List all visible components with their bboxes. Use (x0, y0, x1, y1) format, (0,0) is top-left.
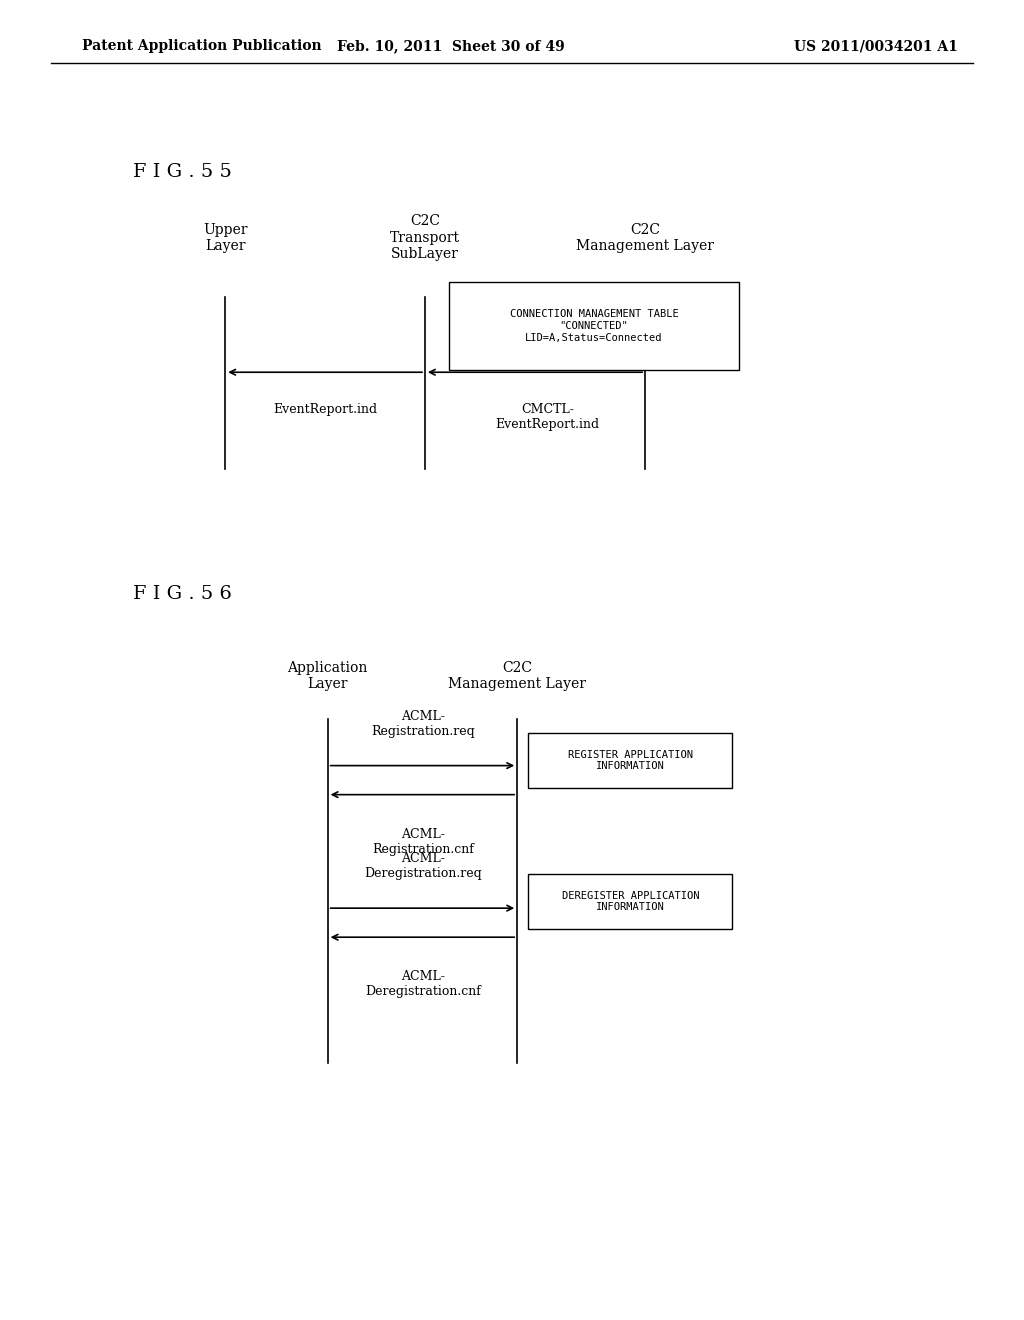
Text: F I G . 5 5: F I G . 5 5 (133, 162, 232, 181)
Text: ACML-
Deregistration.req: ACML- Deregistration.req (365, 853, 481, 880)
FancyBboxPatch shape (449, 282, 739, 370)
FancyBboxPatch shape (528, 874, 732, 929)
Text: Application
Layer: Application Layer (288, 661, 368, 690)
Text: C2C
Management Layer: C2C Management Layer (577, 223, 714, 252)
Text: C2C
Transport
SubLayer: C2C Transport SubLayer (390, 214, 460, 261)
Text: REGISTER APPLICATION
INFORMATION: REGISTER APPLICATION INFORMATION (567, 750, 693, 771)
Text: US 2011/0034201 A1: US 2011/0034201 A1 (794, 40, 957, 53)
Text: C2C
Management Layer: C2C Management Layer (449, 661, 586, 690)
Text: Patent Application Publication: Patent Application Publication (82, 40, 322, 53)
Text: Upper
Layer: Upper Layer (203, 223, 248, 252)
Text: ACML-
Deregistration.cnf: ACML- Deregistration.cnf (365, 970, 481, 998)
Text: CONNECTION MANAGEMENT TABLE
"CONNECTED"
LID=A,Status=Connected: CONNECTION MANAGEMENT TABLE "CONNECTED" … (510, 309, 678, 343)
Text: EventReport.ind: EventReport.ind (273, 403, 378, 416)
Text: ACML-
Registration.cnf: ACML- Registration.cnf (372, 828, 474, 855)
Text: DEREGISTER APPLICATION
INFORMATION: DEREGISTER APPLICATION INFORMATION (561, 891, 699, 912)
Text: F I G . 5 6: F I G . 5 6 (133, 585, 232, 603)
Text: Feb. 10, 2011  Sheet 30 of 49: Feb. 10, 2011 Sheet 30 of 49 (337, 40, 564, 53)
Text: CMCTL-
EventReport.ind: CMCTL- EventReport.ind (496, 403, 600, 430)
FancyBboxPatch shape (528, 733, 732, 788)
Text: ACML-
Registration.req: ACML- Registration.req (371, 710, 475, 738)
